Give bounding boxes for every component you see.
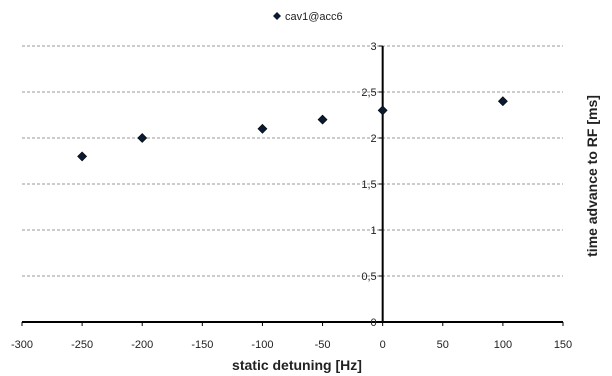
data-point (257, 123, 268, 134)
x-tick-label: -150 (191, 339, 213, 351)
x-tick-label: 50 (437, 339, 449, 351)
x-tick-label: -300 (11, 339, 33, 351)
x-tick-label: 100 (494, 339, 512, 351)
y-tick-label: 1,5 (361, 179, 376, 191)
x-tick-label: 0 (380, 339, 386, 351)
y-tick-label: 2,5 (361, 87, 376, 99)
x-tick-label: -200 (131, 339, 153, 351)
data-point (137, 133, 148, 143)
data-points (77, 96, 508, 162)
x-tick-label: -100 (251, 339, 273, 351)
y-tick-label: 0,5 (361, 271, 376, 283)
x-tick-label: 150 (554, 339, 572, 351)
y-tick-label: 0 (371, 317, 377, 329)
gridlines (22, 45, 563, 277)
x-axis-title: static detuning [Hz] (232, 357, 362, 373)
y-tick-label: 2 (371, 133, 377, 145)
y-tick-labels: 0 0,5 1 1,5 2 2,5 3 (361, 41, 383, 329)
data-point (497, 96, 508, 107)
legend-label: cav1@acc6 (285, 11, 343, 23)
y-tick-label: 3 (371, 41, 377, 53)
x-tick-label: -50 (315, 339, 331, 351)
data-point (377, 105, 388, 116)
data-point (77, 151, 88, 162)
legend: cav1@acc6 (273, 11, 343, 23)
legend-marker-diamond-icon (273, 12, 281, 20)
x-tick-labels: -300 -250 -200 -150 -100 -50 0 50 100 150 (11, 322, 572, 351)
y-tick-label: 1 (371, 225, 377, 237)
data-point (317, 114, 328, 125)
x-tick-label: -250 (71, 339, 93, 351)
y-axis-title: time advance to RF [ms] (584, 95, 600, 257)
